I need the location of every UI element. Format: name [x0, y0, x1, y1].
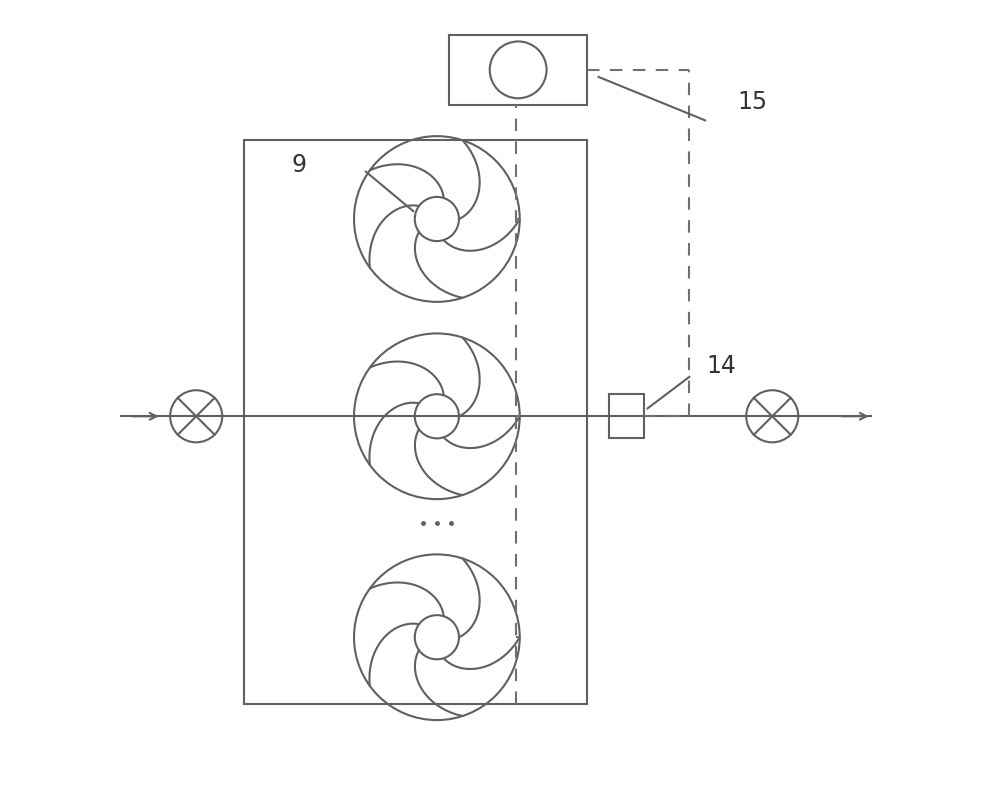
- Text: 14: 14: [706, 354, 736, 378]
- Text: 15: 15: [737, 90, 768, 114]
- Text: 9: 9: [291, 152, 306, 176]
- Bar: [609, 395, 644, 439]
- Bar: [449, 36, 587, 105]
